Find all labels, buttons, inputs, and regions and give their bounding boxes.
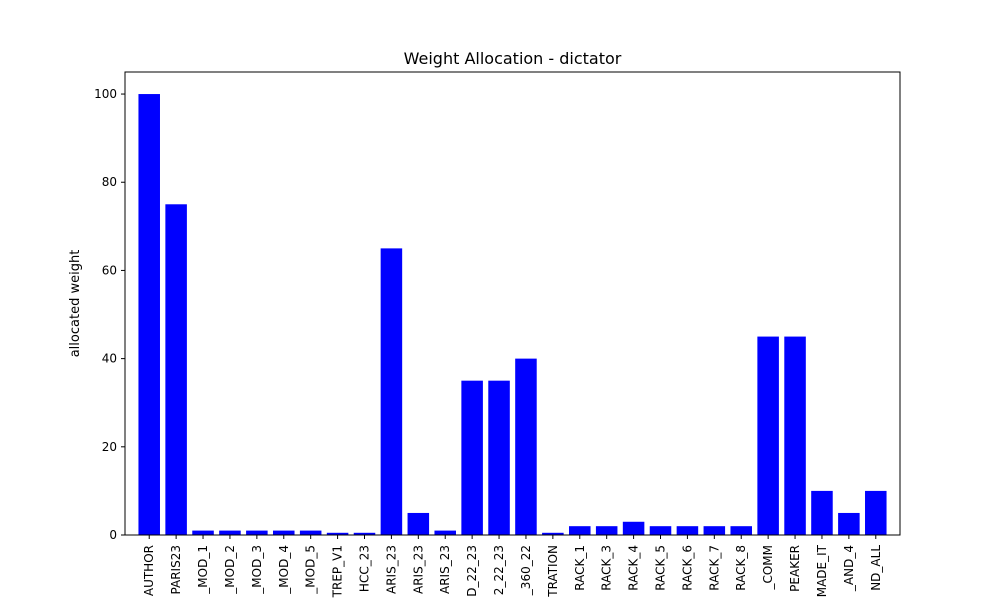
x-tick-label: D_22_23 — [465, 545, 479, 597]
x-tick-label: TRATION — [546, 545, 560, 598]
bar-19 — [649, 526, 672, 535]
bar-24 — [784, 336, 806, 535]
bar-26 — [838, 512, 860, 535]
x-tick-label: _MOD_2 — [223, 545, 237, 595]
bar-25 — [811, 490, 833, 535]
x-tick-label: MADE_IT — [815, 544, 829, 597]
x-tick-label: RACK_4 — [627, 545, 641, 591]
x-tick-label: RACK_3 — [600, 545, 614, 591]
x-tick-label: RACK_7 — [707, 545, 721, 591]
bar-16 — [569, 526, 591, 535]
bar-3 — [219, 530, 241, 535]
bar-6 — [299, 530, 322, 535]
x-tick-label: _MOD_1 — [196, 545, 210, 595]
bar-17 — [595, 526, 618, 535]
bar-13 — [488, 380, 510, 535]
bar-11 — [434, 530, 456, 535]
bar-27 — [865, 490, 887, 535]
bar-12 — [461, 380, 483, 535]
bar-2 — [192, 530, 214, 535]
y-axis-ticks: 0 20 40 60 80 100 — [94, 87, 125, 542]
bar-14 — [515, 358, 537, 535]
y-tick-label: 40 — [102, 352, 117, 366]
x-tick-label: _AND_4 — [842, 545, 856, 592]
y-tick-label: 0 — [109, 528, 117, 542]
x-tick-label: ARIS_23 — [438, 545, 452, 594]
x-axis-ticks: AUTHOR PARIS23 _MOD_1 _MOD_2 _MOD_3 _MOD_4 _MO… — [142, 535, 883, 598]
x-tick-label: _MOD_3 — [250, 545, 264, 595]
bar-20 — [676, 526, 699, 535]
bar-10 — [407, 512, 430, 535]
y-tick-label: 100 — [94, 87, 117, 101]
bar-22 — [730, 526, 752, 535]
plot-frame — [124, 71, 901, 536]
bar-4 — [246, 530, 268, 535]
x-tick-label: RACK_6 — [680, 545, 694, 591]
y-axis-label: allocated weight — [68, 250, 83, 358]
chart-title: Weight Allocation - dictator — [404, 49, 622, 68]
bar-7 — [326, 532, 349, 535]
bar-21 — [703, 526, 726, 535]
bar-23 — [757, 336, 779, 535]
x-tick-label: _360_22 — [519, 545, 533, 596]
x-tick-label: _MOD_5 — [304, 545, 318, 595]
bars-layer — [138, 94, 887, 536]
bar-1 — [165, 204, 187, 536]
bar-0 — [138, 94, 160, 536]
y-tick-label: 80 — [102, 175, 117, 189]
x-tick-label: _MOD_4 — [277, 545, 291, 595]
x-tick-label: ARIS_23 — [384, 545, 398, 594]
x-tick-label: AUTHOR — [142, 545, 156, 596]
x-tick-label: RACK_1 — [573, 545, 587, 591]
x-tick-label: PEAKER — [788, 545, 802, 592]
y-tick-label: 60 — [102, 263, 117, 277]
bar-8 — [353, 532, 376, 535]
x-tick-label: ARIS_23 — [411, 545, 425, 594]
x-tick-label: _COMM — [761, 545, 775, 591]
y-tick-label: 20 — [102, 440, 117, 454]
bar-15 — [542, 532, 564, 535]
x-tick-label: ND_ALL — [869, 545, 883, 591]
x-tick-label: TREP_V1 — [331, 545, 345, 598]
bar-5 — [273, 530, 295, 535]
bar-9 — [380, 248, 403, 535]
bar-18 — [622, 521, 645, 535]
x-tick-label: RACK_5 — [654, 545, 668, 591]
x-tick-label: PARIS23 — [169, 545, 183, 594]
x-tick-label: 2_22_23 — [492, 545, 506, 595]
x-tick-label: RACK_8 — [734, 545, 748, 591]
x-tick-label: HCC_23 — [357, 545, 371, 592]
